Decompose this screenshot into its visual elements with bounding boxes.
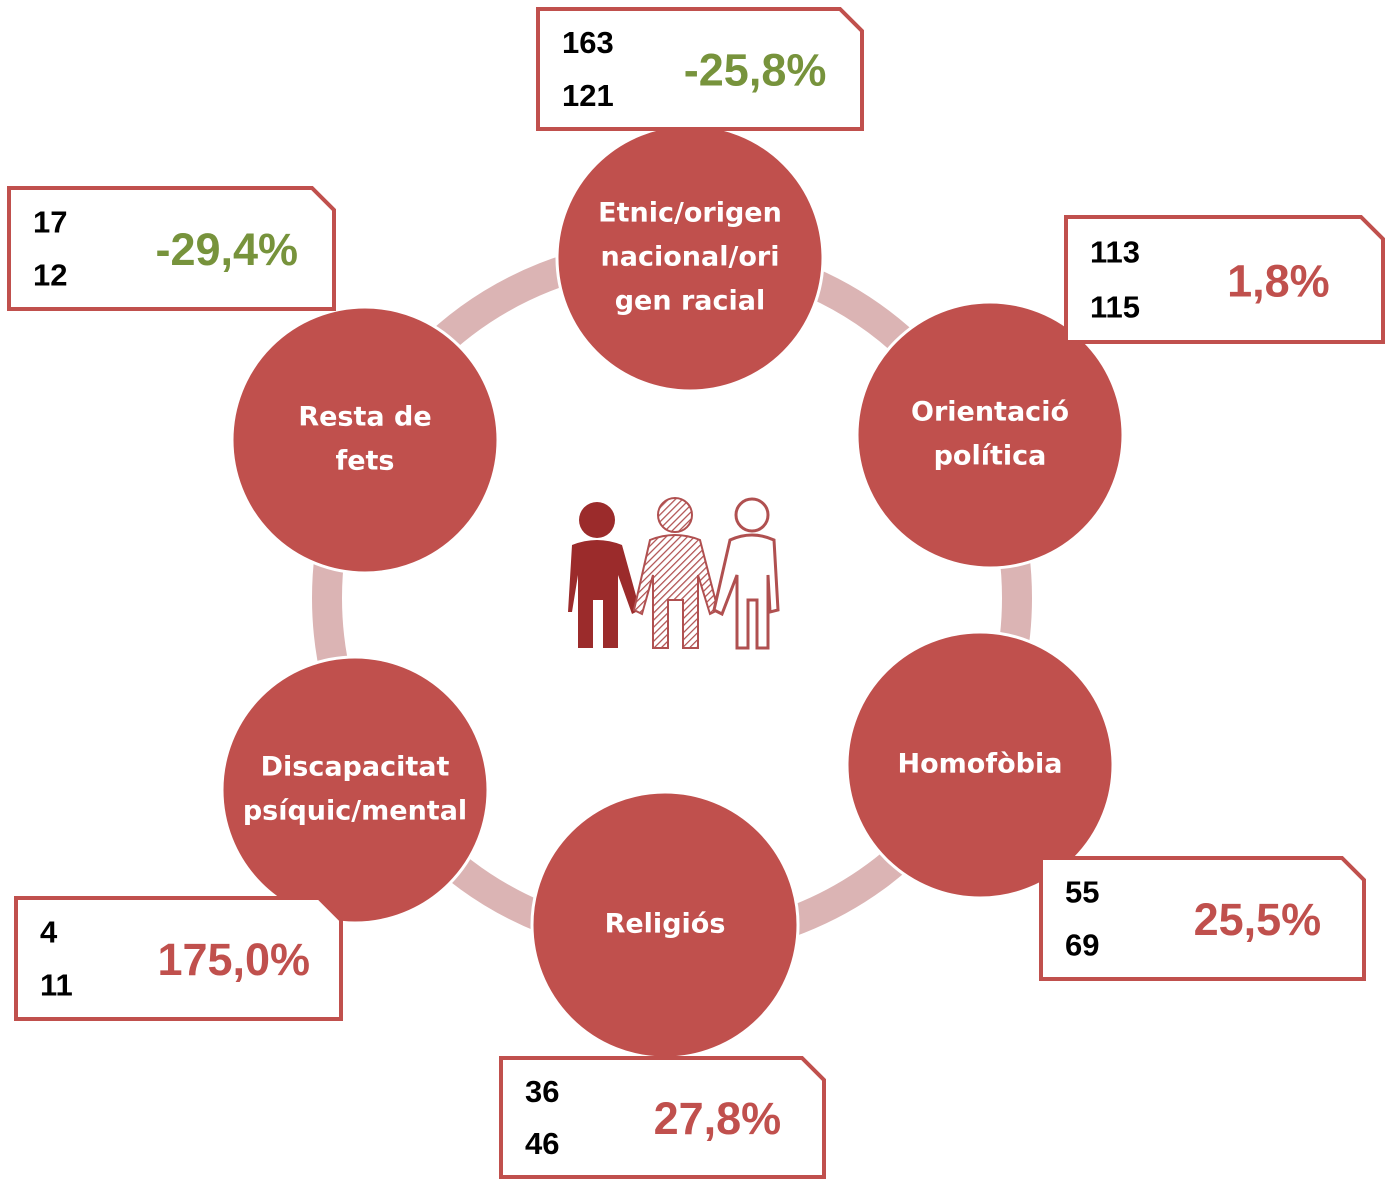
change-pct: -29,4% bbox=[155, 224, 298, 275]
value-box bbox=[536, 7, 864, 131]
value-box bbox=[14, 896, 343, 1021]
node-label: fets bbox=[335, 446, 394, 477]
current-count: 46 bbox=[525, 1126, 559, 1161]
people-icon bbox=[568, 497, 780, 650]
current-count: 69 bbox=[1065, 928, 1099, 963]
change-pct: 27,8% bbox=[654, 1093, 782, 1144]
current-count: 115 bbox=[1090, 290, 1140, 325]
node-label: política bbox=[934, 441, 1047, 472]
node-circle bbox=[220, 655, 490, 925]
previous-count: 55 bbox=[1065, 874, 1099, 909]
node-label: Resta de bbox=[298, 402, 431, 433]
previous-count: 36 bbox=[525, 1074, 559, 1109]
node-label: gen racial bbox=[615, 286, 766, 317]
node-label: nacional/ori bbox=[601, 242, 780, 273]
change-pct: 1,8% bbox=[1227, 255, 1330, 306]
previous-count: 113 bbox=[1090, 235, 1140, 270]
node-circle bbox=[230, 305, 500, 575]
node-label: Religiós bbox=[605, 909, 726, 940]
previous-count: 163 bbox=[562, 25, 614, 60]
value-box bbox=[1039, 856, 1366, 981]
current-count: 121 bbox=[562, 78, 614, 113]
value-box bbox=[1064, 215, 1385, 344]
change-pct: -25,8% bbox=[684, 45, 827, 96]
node-label: Homofòbia bbox=[898, 749, 1063, 780]
previous-count: 4 bbox=[40, 914, 58, 949]
current-count: 12 bbox=[33, 258, 67, 293]
node-circle bbox=[855, 300, 1125, 570]
value-box bbox=[7, 186, 336, 311]
node-label: Discapacitat bbox=[261, 752, 450, 783]
node-label: Orientació bbox=[911, 397, 1069, 428]
value-box bbox=[499, 1056, 826, 1179]
previous-count: 17 bbox=[33, 204, 67, 239]
change-pct: 25,5% bbox=[1194, 894, 1322, 945]
node-circle bbox=[845, 630, 1115, 900]
node-label: psíquic/mental bbox=[243, 796, 467, 827]
node-label: Etnic/origen bbox=[598, 198, 782, 229]
current-count: 11 bbox=[40, 968, 73, 1003]
change-pct: 175,0% bbox=[157, 934, 310, 985]
